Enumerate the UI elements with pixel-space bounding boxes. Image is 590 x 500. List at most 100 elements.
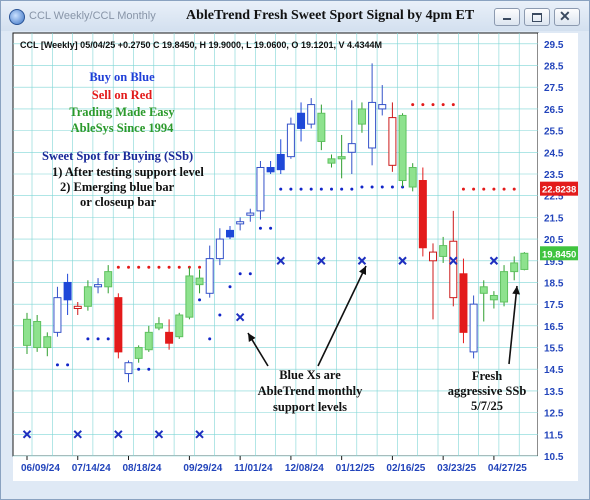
buy-signal-dot [86,337,90,341]
y-tick-label: 12.5 [544,409,564,420]
candle-body[interactable] [94,284,103,288]
y-tick-label: 18.5 [544,278,564,289]
candle-body[interactable] [500,271,509,303]
candle-body[interactable] [479,286,488,294]
x-tick-label: 11/01/24 [234,463,273,474]
candle-body[interactable] [429,251,437,262]
candle-body[interactable] [449,240,458,299]
y-tick-label: 11.5 [544,430,563,441]
buy-signal-dot [228,285,232,289]
x-tick-label: 02/16/25 [386,463,425,474]
candle-body[interactable] [489,294,498,301]
buy-signal-dot [319,187,323,191]
candle-body[interactable] [276,153,285,171]
candle-body[interactable] [510,262,519,273]
candle-body[interactable] [357,108,366,125]
y-tick-label: 24.5 [544,148,564,159]
candle-body[interactable] [83,286,92,307]
candle-body[interactable] [165,331,174,344]
candle-body[interactable] [297,112,306,129]
candle-body[interactable] [439,245,448,257]
sell-signal-dot [461,187,465,191]
candle-body[interactable] [256,166,265,212]
buy-signal-dot [66,363,70,367]
candle-body[interactable] [246,212,255,216]
title-bar: CCL Weekly/CCL Monthly AbleTrend Fresh S… [1,1,589,31]
candle-body[interactable] [226,229,234,238]
sell-signal-dot [127,265,130,269]
buy-signal-dot [96,337,100,341]
y-tick-label: 19.5 [544,257,564,268]
candle-body[interactable] [286,123,295,158]
candle-body[interactable] [104,271,113,288]
y-tick-label: 29.5 [544,40,564,51]
candle-body[interactable] [469,303,478,353]
candle-body[interactable] [63,281,72,301]
window-tab-title[interactable]: CCL Weekly/CCL Monthly [29,10,156,22]
candle-body[interactable] [459,273,468,333]
candle-body[interactable] [266,166,275,173]
candle-body[interactable] [327,158,336,164]
candle-body[interactable] [307,104,316,125]
support-x-marker [235,312,245,322]
candle-body[interactable] [73,305,82,309]
current-price-text: 19.8450 [542,249,576,260]
x-tick-label: 06/09/24 [21,463,60,474]
candle-body[interactable] [347,143,356,153]
legend-line: Trading Made Easy [69,105,175,119]
buy-signal-dot [370,185,374,189]
candle-body[interactable] [236,221,245,225]
buy-signal-dot [198,298,202,302]
candle-body[interactable] [388,117,397,166]
candle-body[interactable] [418,180,427,249]
sweet-spot-rule-3: or closeup bar [80,195,157,209]
candle-body[interactable] [408,166,417,188]
minimize-icon [503,18,511,20]
sell-signal-dot [167,265,171,269]
close-button[interactable]: ✕ [554,8,580,26]
support-x-marker [22,430,32,439]
candle-body[interactable] [114,297,123,353]
candle-body[interactable] [144,331,153,351]
sell-signal-dot [147,265,151,269]
candle-body[interactable] [337,156,346,160]
y-tick-label: 10.5 [544,452,564,463]
annotation-arrow-head [358,266,367,275]
candle-body[interactable] [33,321,42,349]
buy-signal-dot [208,337,212,341]
buy-signal-dot [147,367,151,371]
buy-signal-dot [279,187,283,191]
candle-body[interactable] [215,238,224,260]
candle-body[interactable] [368,101,377,149]
minimize-button[interactable] [494,8,520,26]
sell-signal-dot [177,265,181,269]
annotation-support-text: support levels [273,400,347,414]
candle-body[interactable] [398,114,407,182]
candle-body[interactable] [134,347,143,359]
sell-signal-dot [421,103,425,107]
y-tick-label: 27.5 [544,83,564,94]
sell-signal-dot [472,187,476,191]
price-level-label [540,181,578,196]
candle-body[interactable] [43,336,52,349]
candle-body[interactable] [53,297,62,333]
y-tick-label: 23.5 [544,170,564,181]
annotation-arrow [317,265,367,367]
support-x-marker [195,430,204,439]
candle-body[interactable] [205,258,214,294]
candle-body[interactable] [154,323,163,329]
candle-body[interactable] [124,362,133,375]
maximize-button[interactable] [524,8,550,26]
y-tick-label: 26.5 [544,105,564,116]
candle-body[interactable] [23,318,31,346]
candle-body[interactable] [520,252,529,270]
candle-body[interactable] [195,277,204,286]
sell-signal-dot [451,103,455,107]
candle-body[interactable] [317,112,326,142]
candle-body[interactable] [185,275,194,318]
candle-body[interactable] [175,314,184,338]
candle-body[interactable] [378,104,387,110]
y-tick-label: 20.5 [544,235,564,246]
sell-signal-dot [431,103,435,107]
